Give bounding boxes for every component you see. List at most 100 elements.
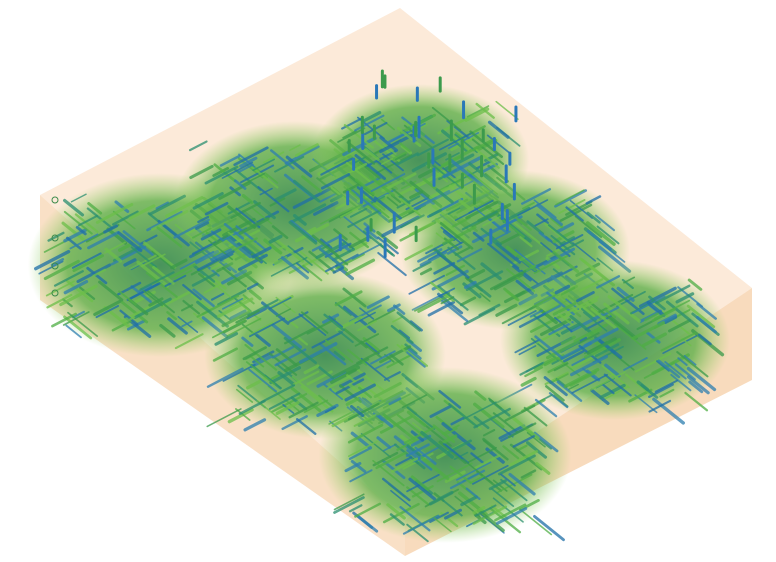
wire-segment <box>345 161 371 183</box>
wire-segment <box>350 189 382 215</box>
wire-segment <box>164 274 187 288</box>
wire-segment <box>75 225 87 236</box>
wire-segment <box>456 461 492 481</box>
wire-segment <box>529 312 566 333</box>
wire-segment <box>533 199 557 219</box>
wire-segment <box>498 424 526 440</box>
wire-segment <box>301 175 322 193</box>
wire-segment <box>504 404 536 422</box>
wire-segment <box>668 319 691 333</box>
wire-segment <box>111 319 133 332</box>
wire-segment <box>360 357 391 382</box>
wire-segment <box>688 380 704 394</box>
wire-segment <box>169 263 197 279</box>
wire-segment <box>553 362 569 372</box>
wire-segment <box>390 324 414 344</box>
wire-segment <box>65 324 82 339</box>
wire-segment <box>686 366 717 392</box>
wire-segment <box>157 219 190 247</box>
wire-segment <box>190 293 212 311</box>
wire-segment <box>399 505 431 532</box>
wire-segment <box>200 228 222 241</box>
wire-segment <box>534 335 564 360</box>
wire-segment <box>659 388 675 398</box>
wire-segment <box>408 274 446 295</box>
wire-segment <box>379 133 414 154</box>
wire-segment <box>298 342 338 364</box>
wire-segment <box>435 188 454 204</box>
wire-segment <box>120 300 149 324</box>
wire-segment <box>507 422 537 439</box>
wire-segment <box>356 346 389 365</box>
wire-segment <box>348 504 363 513</box>
wire-segment <box>353 414 377 427</box>
wire-segment <box>38 260 64 275</box>
wire-segment <box>382 502 420 524</box>
wire-segment <box>520 376 537 387</box>
wire-segment <box>343 328 368 349</box>
wire-segment <box>584 315 612 331</box>
wire-segment <box>53 270 84 287</box>
wire-segment <box>480 262 502 281</box>
wire-segment <box>533 431 559 453</box>
wire-segment <box>481 163 498 174</box>
wire-segment <box>487 242 520 270</box>
wire-segment <box>241 194 254 205</box>
wire-segment <box>283 336 317 365</box>
wire-segment <box>275 239 304 263</box>
wire-segment <box>354 333 380 347</box>
wire-segment <box>517 199 549 217</box>
wire-segment <box>500 478 528 502</box>
wire-segment <box>341 117 362 130</box>
wire-segment <box>79 286 96 300</box>
wire-segment <box>526 431 546 448</box>
wire-segment <box>233 146 269 167</box>
wire-segment <box>232 237 258 252</box>
wire-segment <box>230 201 261 219</box>
wire-segment <box>465 487 481 500</box>
wire-segment <box>382 143 397 155</box>
wire-segment <box>507 310 537 326</box>
wire-segment <box>440 296 455 305</box>
wire-segment <box>428 490 454 506</box>
wire-segment <box>319 343 347 366</box>
wire-segment <box>320 173 351 190</box>
wire-segment <box>582 306 595 317</box>
wire-segment <box>604 363 621 378</box>
wire-segment <box>445 152 460 161</box>
wire-segment <box>139 234 158 246</box>
wire-segment <box>675 292 695 304</box>
wire-segment <box>548 392 569 409</box>
wire-segment <box>463 280 477 290</box>
wire-segment <box>156 226 183 248</box>
wire-segment <box>614 322 636 340</box>
wire-segment <box>686 304 716 329</box>
wire-segment <box>535 462 551 475</box>
wire-segment <box>461 210 498 231</box>
wire-segment <box>65 279 94 303</box>
wire-segment <box>288 401 319 419</box>
wire-segment <box>374 359 392 370</box>
wire-segment <box>687 278 703 291</box>
wire-segment <box>382 443 397 452</box>
wire-segment <box>442 434 458 444</box>
wire-segment <box>674 363 696 381</box>
wire-segment <box>458 491 488 517</box>
wire-segment <box>439 222 474 250</box>
wire-segment <box>268 234 283 244</box>
wire-segment <box>514 339 540 354</box>
wire-segment <box>420 456 450 481</box>
wire-segment <box>238 253 268 271</box>
wire-segment <box>294 222 330 243</box>
wire-segment <box>565 206 584 222</box>
wire-segment <box>696 302 717 320</box>
wire-segment <box>508 472 536 496</box>
wire-segment <box>616 286 635 302</box>
wire-segment <box>206 367 244 388</box>
wire-segment <box>557 312 574 326</box>
wire-segment <box>660 332 697 352</box>
wire-segment <box>124 316 136 324</box>
wire-segment <box>204 165 239 185</box>
wire-segment <box>441 499 463 517</box>
wire-segment <box>364 148 380 161</box>
